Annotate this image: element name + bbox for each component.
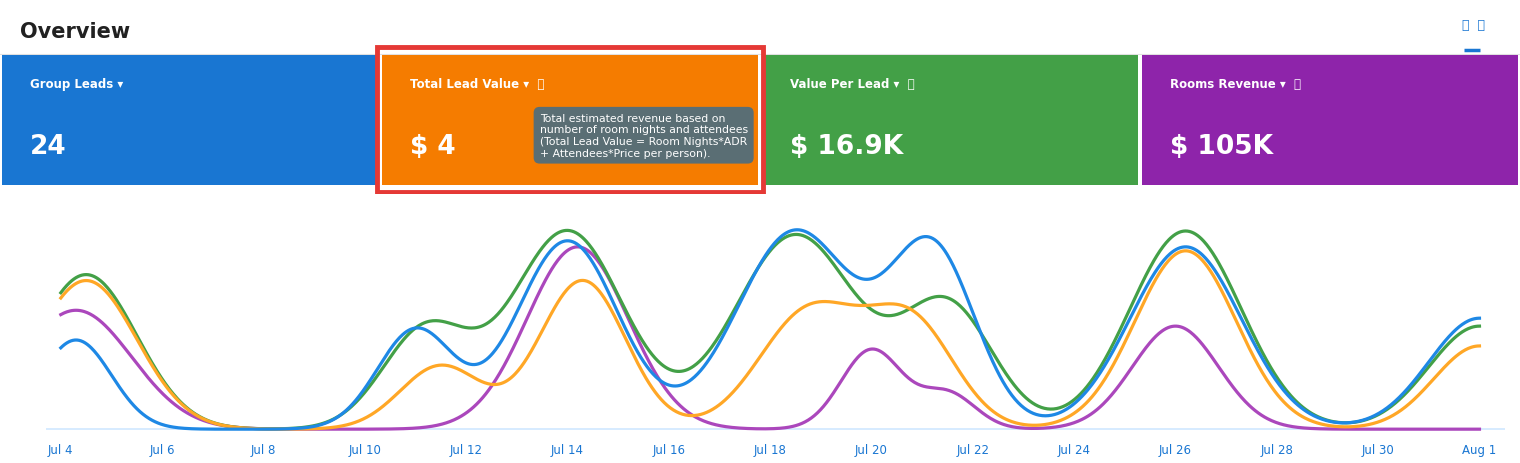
FancyBboxPatch shape [762,56,1137,185]
Text: Value Per Lead ▾  ⓘ: Value Per Lead ▾ ⓘ [790,78,914,91]
Text: 📋  📍: 📋 📍 [1462,19,1485,31]
Text: $ 4: $ 4 [410,133,456,159]
Text: Total estimated revenue based on
number of room nights and attendees
(Total Lead: Total estimated revenue based on number … [540,113,748,158]
Text: 24: 24 [30,133,67,159]
Text: Rooms Revenue ▾  ⓘ: Rooms Revenue ▾ ⓘ [1169,78,1301,91]
FancyBboxPatch shape [1143,56,1517,185]
Text: Group Leads ▾: Group Leads ▾ [30,78,123,91]
Text: Overview: Overview [20,22,129,42]
Text: $ 16.9K: $ 16.9K [790,133,903,159]
FancyBboxPatch shape [383,56,757,185]
Text: $ 105K: $ 105K [1169,133,1272,159]
Text: Total Lead Value ▾  ⓘ: Total Lead Value ▾ ⓘ [410,78,544,91]
FancyBboxPatch shape [3,56,377,185]
